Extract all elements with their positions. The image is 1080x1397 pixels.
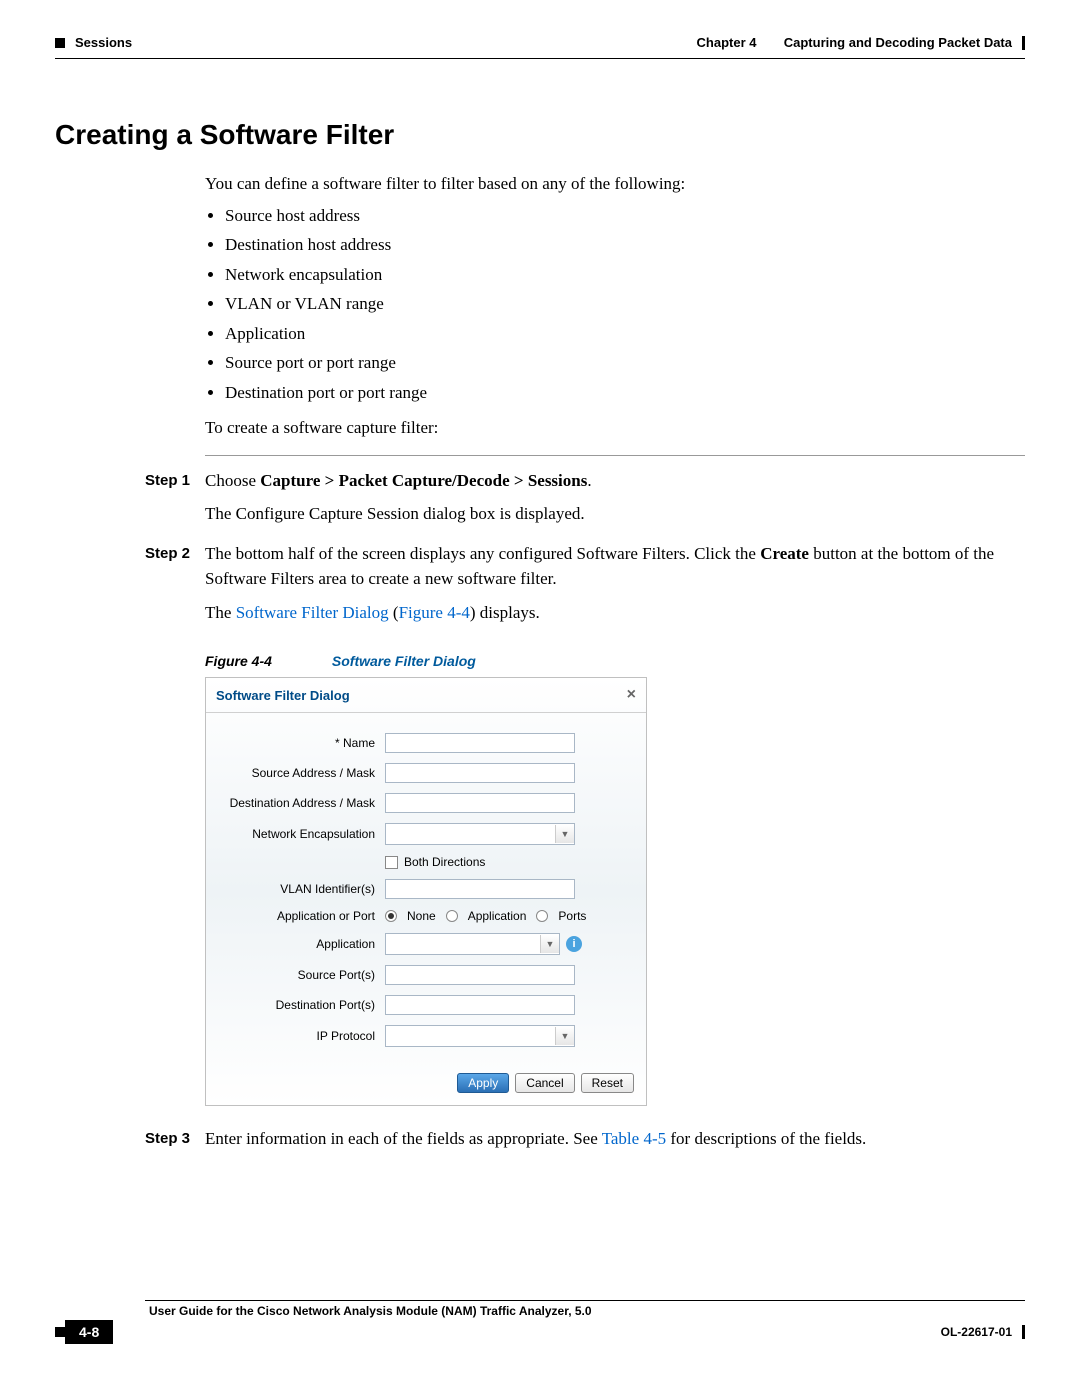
dialog-title: Software Filter Dialog (216, 688, 350, 703)
step2-line1: The bottom half of the screen displays a… (205, 541, 1025, 592)
source-address-label: Source Address / Mask (220, 766, 385, 780)
cancel-button[interactable]: Cancel (515, 1073, 574, 1093)
step1-line2: The Configure Capture Session dialog box… (205, 501, 1025, 527)
section-title: Creating a Software Filter (55, 119, 1025, 151)
destination-ports-input[interactable] (385, 995, 575, 1015)
destination-address-input[interactable] (385, 793, 575, 813)
ports-radio-label: Ports (558, 909, 586, 923)
none-radio[interactable] (385, 910, 397, 922)
name-label: * Name (220, 736, 385, 750)
page-number: 4-8 (65, 1320, 113, 1344)
bullet-item: Source host address (225, 203, 1025, 229)
header-divider-icon (1022, 36, 1025, 50)
application-label: Application (220, 937, 385, 951)
figure-link[interactable]: Figure 4-4 (399, 603, 470, 622)
step1-line1: Choose Capture > Packet Capture/Decode >… (205, 468, 1025, 494)
header-chapter: Chapter 4 (697, 35, 757, 50)
bullet-item: Destination host address (225, 232, 1025, 258)
app-or-port-label: Application or Port (220, 909, 385, 923)
network-encapsulation-select[interactable]: ▼ (385, 823, 575, 845)
figure-caption: Figure 4-4Software Filter Dialog (205, 653, 1025, 669)
header-rule (55, 58, 1025, 59)
info-icon[interactable]: i (566, 936, 582, 952)
step-separator (205, 455, 1025, 456)
name-input[interactable] (385, 733, 575, 753)
ports-radio[interactable] (536, 910, 548, 922)
application-radio-label: Application (468, 909, 527, 923)
intro-text: You can define a software filter to filt… (205, 171, 1025, 197)
software-filter-dialog-link[interactable]: Software Filter Dialog (236, 603, 389, 622)
doc-number: OL-22617-01 (941, 1325, 1012, 1339)
footer-square-icon (55, 1327, 65, 1337)
header-square-icon (55, 38, 65, 48)
intro2-text: To create a software capture filter: (205, 415, 1025, 441)
reset-button[interactable]: Reset (581, 1073, 634, 1093)
page-footer: User Guide for the Cisco Network Analysi… (55, 1300, 1025, 1344)
vlan-label: VLAN Identifier(s) (220, 882, 385, 896)
header-section: Sessions (75, 35, 132, 50)
bullet-item: Destination port or port range (225, 380, 1025, 406)
bullet-list: Source host address Destination host add… (225, 203, 1025, 406)
bullet-item: Network encapsulation (225, 262, 1025, 288)
header-chapter-title: Capturing and Decoding Packet Data (784, 35, 1012, 50)
ip-protocol-select[interactable]: ▼ (385, 1025, 575, 1047)
both-directions-checkbox[interactable] (385, 856, 398, 869)
footer-guide-title: User Guide for the Cisco Network Analysi… (145, 1304, 1025, 1318)
ip-protocol-label: IP Protocol (220, 1029, 385, 1043)
source-ports-label: Source Port(s) (220, 968, 385, 982)
table-link[interactable]: Table 4-5 (602, 1129, 666, 1148)
apply-button[interactable]: Apply (457, 1073, 509, 1093)
step-label: Step 2 (55, 541, 205, 634)
network-encapsulation-label: Network Encapsulation (220, 827, 385, 841)
destination-ports-label: Destination Port(s) (220, 998, 385, 1012)
page-header: Sessions Chapter 4 Capturing and Decodin… (55, 35, 1025, 50)
application-select[interactable]: ▼ (385, 933, 560, 955)
none-radio-label: None (407, 909, 436, 923)
footer-divider-icon (1022, 1325, 1025, 1339)
both-directions-label: Both Directions (404, 855, 485, 869)
bullet-item: Source port or port range (225, 350, 1025, 376)
bullet-item: Application (225, 321, 1025, 347)
source-ports-input[interactable] (385, 965, 575, 985)
source-address-input[interactable] (385, 763, 575, 783)
step-label: Step 1 (55, 468, 205, 535)
application-radio[interactable] (446, 910, 458, 922)
close-icon[interactable]: × (627, 686, 636, 704)
software-filter-dialog: Software Filter Dialog × * Name Source A… (205, 677, 647, 1106)
chevron-down-icon: ▼ (555, 1027, 574, 1045)
chevron-down-icon: ▼ (555, 825, 574, 843)
step2-line2: The Software Filter Dialog (Figure 4-4) … (205, 600, 1025, 626)
destination-address-label: Destination Address / Mask (220, 796, 385, 810)
step3-line1: Enter information in each of the fields … (205, 1126, 1025, 1152)
chevron-down-icon: ▼ (540, 935, 559, 953)
step-label: Step 3 (55, 1126, 205, 1160)
vlan-input[interactable] (385, 879, 575, 899)
bullet-item: VLAN or VLAN range (225, 291, 1025, 317)
